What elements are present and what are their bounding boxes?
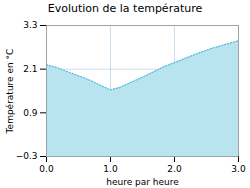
svg-text:heure par heure: heure par heure bbox=[106, 177, 179, 187]
svg-text:3.3: 3.3 bbox=[23, 20, 37, 30]
svg-text:2.0: 2.0 bbox=[167, 164, 182, 174]
svg-text:−0.3: −0.3 bbox=[16, 151, 38, 161]
svg-text:2.1: 2.1 bbox=[23, 64, 37, 74]
svg-text:0.0: 0.0 bbox=[39, 164, 54, 174]
html-text:Evolution de la température: Evolution de la température bbox=[47, 2, 203, 15]
svg-text:0.9: 0.9 bbox=[23, 108, 38, 118]
svg-text:3.0: 3.0 bbox=[231, 164, 246, 174]
svg-text:1.0: 1.0 bbox=[103, 164, 118, 174]
svg-text:Température en °C: Température en °C bbox=[5, 49, 15, 135]
